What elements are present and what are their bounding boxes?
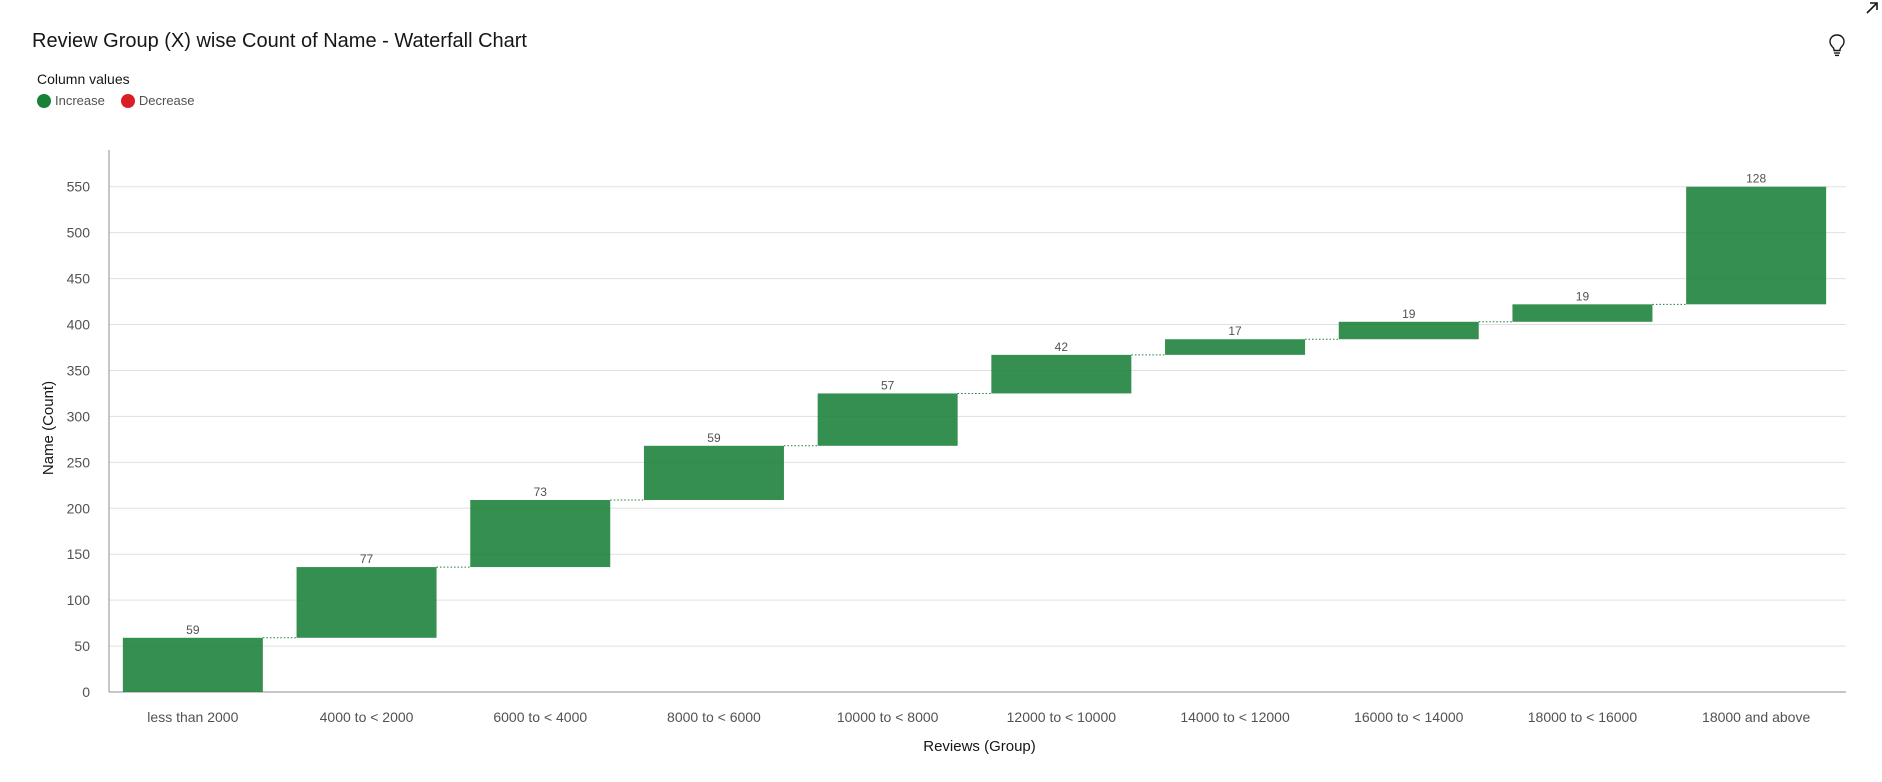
bar-value-label: 59 [186,623,200,637]
legend-label-increase: Increase [55,93,105,108]
bar-value-label: 19 [1402,307,1416,321]
x-tick-label: 12000 to < 10000 [1007,709,1117,725]
bar-value-label: 19 [1576,289,1590,303]
x-axis-title: Reviews (Group) [923,738,1036,755]
lightbulb-icon[interactable] [1826,33,1848,57]
waterfall-bar[interactable] [1512,304,1653,322]
waterfall-bar[interactable] [470,500,611,568]
chart-title: Review Group (X) wise Count of Name - Wa… [32,30,527,52]
x-tick-label: 10000 to < 8000 [837,709,939,725]
y-tick-label: 300 [67,408,91,424]
waterfall-bar[interactable] [122,637,263,692]
x-tick-label: 8000 to < 6000 [667,709,761,725]
y-axis-title: Name (Count) [40,381,57,475]
waterfall-bar[interactable] [1338,321,1479,340]
y-tick-label: 150 [67,546,91,562]
x-tick-label: less than 2000 [147,709,238,725]
waterfall-bar[interactable] [991,354,1132,394]
waterfall-bar[interactable] [1686,186,1827,305]
bar-value-label: 73 [534,485,548,499]
y-tick-label: 50 [74,638,90,654]
bar-value-label: 17 [1228,324,1242,338]
legend-items: Increase Decrease [37,93,195,108]
legend-item-decrease[interactable]: Decrease [120,93,195,108]
y-tick-label: 200 [67,500,91,516]
y-tick-label: 250 [67,454,91,470]
y-tick-label: 0 [82,684,90,700]
y-tick-label: 400 [67,317,91,333]
legend-swatch-increase [37,93,51,108]
bar-value-label: 59 [707,431,721,445]
legend-title: Column values [37,71,130,87]
y-tick-label: 100 [67,592,91,608]
legend-swatch-decrease [120,93,135,108]
legend-item-increase[interactable]: Increase [37,93,105,108]
y-tick-label: 550 [67,179,91,195]
waterfall-bar[interactable] [1165,339,1306,355]
bar-value-label: 57 [881,378,895,392]
x-tick-label: 6000 to < 4000 [493,709,587,725]
x-tick-label: 18000 and above [1702,709,1810,725]
waterfall-bar[interactable] [643,445,784,501]
waterfall-bar[interactable] [817,393,958,446]
x-tick-label: 16000 to < 14000 [1354,709,1464,725]
chart-legend: Column values Increase Decrease [37,71,195,108]
bar-value-label: 42 [1055,340,1069,354]
bar-value-label: 128 [1746,172,1766,186]
waterfall-bar[interactable] [296,567,437,638]
bar-value-label: 77 [360,552,374,566]
x-tick-label: 4000 to < 2000 [320,709,414,725]
legend-label-decrease: Decrease [138,93,195,108]
x-tick-label: 14000 to < 12000 [1180,709,1290,725]
y-tick-label: 350 [67,362,91,378]
y-tick-label: 450 [67,271,91,287]
x-tick-label: 18000 to < 16000 [1528,709,1638,725]
expand-arrow-icon[interactable] [1864,0,1880,16]
y-tick-label: 500 [67,225,91,241]
